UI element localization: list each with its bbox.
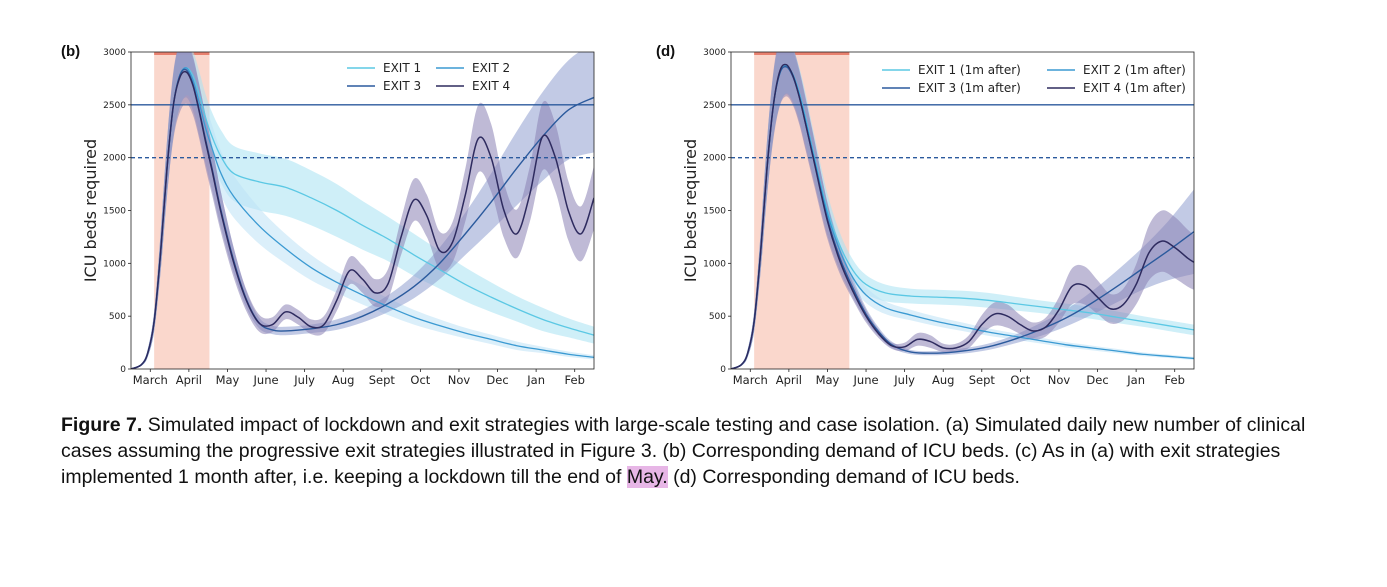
x-tick-label-march: March: [733, 373, 768, 387]
legend-label-2: EXIT 2 (1m after): [1083, 63, 1186, 77]
x-tick-label-july: July: [893, 373, 915, 387]
legend-label-4: EXIT 4 (1m after): [1083, 81, 1186, 95]
x-tick-label-feb: Feb: [1165, 373, 1185, 387]
icu-chart-d: 0 500 1000 1500 2000 2500 3000 March April May Jun…: [681, 48, 1195, 387]
series-band-4: [131, 52, 594, 369]
series-line-4: [131, 70, 594, 369]
y-tick-label: 2500: [103, 101, 126, 111]
y-tick-label: 500: [709, 312, 726, 322]
icu-chart-b: 0 500 1000 1500 2000 2500 3000 March April May Jun…: [81, 48, 595, 387]
x-tick-label-dec: Dec: [486, 373, 508, 387]
x-tick-label-sept: Sept: [369, 373, 396, 387]
legend-label-4: EXIT 4: [472, 79, 510, 93]
x-tick-label-april: April: [176, 373, 202, 387]
y-tick-label: 3000: [703, 48, 726, 58]
legend-label-1: EXIT 1: [383, 61, 421, 75]
y-tick-label: 0: [120, 365, 126, 375]
x-tick-label-jan: Jan: [1126, 373, 1145, 387]
legend-label-3: EXIT 3 (1m after): [918, 81, 1021, 95]
legend-label-1: EXIT 1 (1m after): [918, 63, 1021, 77]
panel-label-d: (d): [656, 43, 676, 60]
caption-text: Simulated impact of lockdown and exit st…: [61, 414, 1306, 488]
x-tick-label-jan: Jan: [526, 373, 545, 387]
x-tick-label-nov: Nov: [1048, 373, 1071, 387]
figure-caption: Figure 7. Simulated impact of lockdown a…: [61, 412, 1361, 490]
caption-highlight: May.: [626, 466, 668, 488]
x-tick-label-nov: Nov: [448, 373, 471, 387]
x-tick-label-june: June: [253, 373, 279, 387]
legend-label-3: EXIT 3: [383, 79, 421, 93]
y-tick-label: 1500: [103, 207, 126, 217]
caption-figure-number: Figure 7.: [61, 414, 143, 436]
series-band-1: [131, 52, 594, 369]
y-tick-label: 1000: [703, 259, 726, 269]
y-axis-label: ICU beds required: [81, 139, 100, 282]
x-tick-label-july: July: [293, 373, 315, 387]
x-tick-label-april: April: [776, 373, 802, 387]
y-axis-label: ICU beds required: [681, 139, 700, 282]
x-tick-label-oct: Oct: [410, 373, 430, 387]
x-tick-label-sept: Sept: [969, 373, 996, 387]
x-tick-label-march: March: [133, 373, 168, 387]
y-tick-label: 0: [720, 365, 726, 375]
x-tick-label-dec: Dec: [1086, 373, 1108, 387]
y-tick-label: 2500: [703, 101, 726, 111]
y-tick-label: 2000: [103, 154, 126, 164]
lockdown-bar: [754, 52, 850, 55]
x-tick-label-aug: Aug: [332, 373, 354, 387]
series-line-4: [731, 63, 1194, 369]
x-tick-label-may: May: [216, 373, 240, 387]
y-tick-label: 500: [109, 312, 126, 322]
x-tick-label-june: June: [853, 373, 879, 387]
y-tick-label: 2000: [703, 154, 726, 164]
x-tick-label-aug: Aug: [932, 373, 954, 387]
y-tick-label: 1500: [703, 207, 726, 217]
x-tick-label-oct: Oct: [1010, 373, 1030, 387]
x-tick-label-may: May: [816, 373, 840, 387]
x-tick-label-feb: Feb: [565, 373, 585, 387]
y-tick-label: 3000: [103, 48, 126, 58]
panel-label-b: (b): [61, 43, 81, 60]
legend-label-2: EXIT 2: [472, 61, 510, 75]
caption-text-end: (d) Corresponding demand of ICU beds.: [667, 466, 1020, 488]
series-band-4: [731, 52, 1194, 369]
y-tick-label: 1000: [103, 259, 126, 269]
